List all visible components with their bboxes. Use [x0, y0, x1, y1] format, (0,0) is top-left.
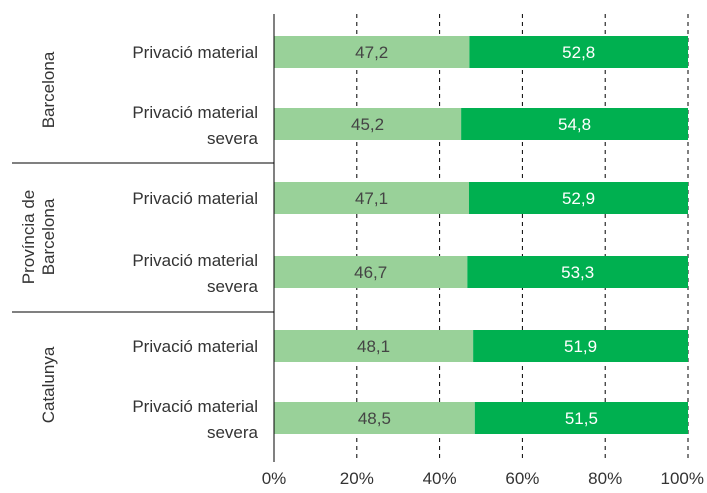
value-label: 47,1 [355, 189, 388, 208]
category-label: severa [207, 129, 259, 148]
group-label: Barcelona [39, 198, 58, 275]
category-label: Privació material [132, 337, 258, 356]
x-tick-label: 20% [340, 469, 374, 488]
category-label: severa [207, 277, 259, 296]
bar-segment [469, 36, 688, 68]
group-label: Catalunya [39, 346, 58, 423]
value-label: 45,2 [351, 115, 384, 134]
value-label: 52,9 [562, 189, 595, 208]
group-label: Província de [19, 190, 38, 285]
value-label: 52,8 [562, 43, 595, 62]
category-label: Privació material [132, 189, 258, 208]
value-label: 54,8 [558, 115, 591, 134]
bar-segment [274, 182, 469, 214]
bar-segment [467, 256, 688, 288]
category-label: severa [207, 423, 259, 442]
value-label: 48,1 [357, 337, 390, 356]
x-tick-label: 80% [588, 469, 622, 488]
value-label: 51,5 [565, 409, 598, 428]
bar-segment [274, 108, 462, 140]
bar-segment [274, 256, 468, 288]
x-tick-label: 100% [661, 469, 704, 488]
x-tick-label: 40% [423, 469, 457, 488]
value-label: 48,5 [358, 409, 391, 428]
bar-segment [274, 402, 475, 434]
x-tick-label: 60% [505, 469, 539, 488]
value-label: 46,7 [354, 263, 387, 282]
category-label: Privació material [132, 251, 258, 270]
category-label: Privació material [132, 103, 258, 122]
value-label: 47,2 [355, 43, 388, 62]
bar-segment [468, 182, 688, 214]
group-label: Barcelona [39, 51, 58, 128]
x-tick-label: 0% [262, 469, 287, 488]
bar-segment [274, 36, 470, 68]
bar-segment [461, 108, 688, 140]
value-label: 53,3 [561, 263, 594, 282]
bar-segment [473, 330, 688, 362]
bar-segment [474, 402, 688, 434]
category-label: Privació material [132, 397, 258, 416]
category-label: Privació material [132, 43, 258, 62]
bar-segment [274, 330, 474, 362]
value-label: 51,9 [564, 337, 597, 356]
